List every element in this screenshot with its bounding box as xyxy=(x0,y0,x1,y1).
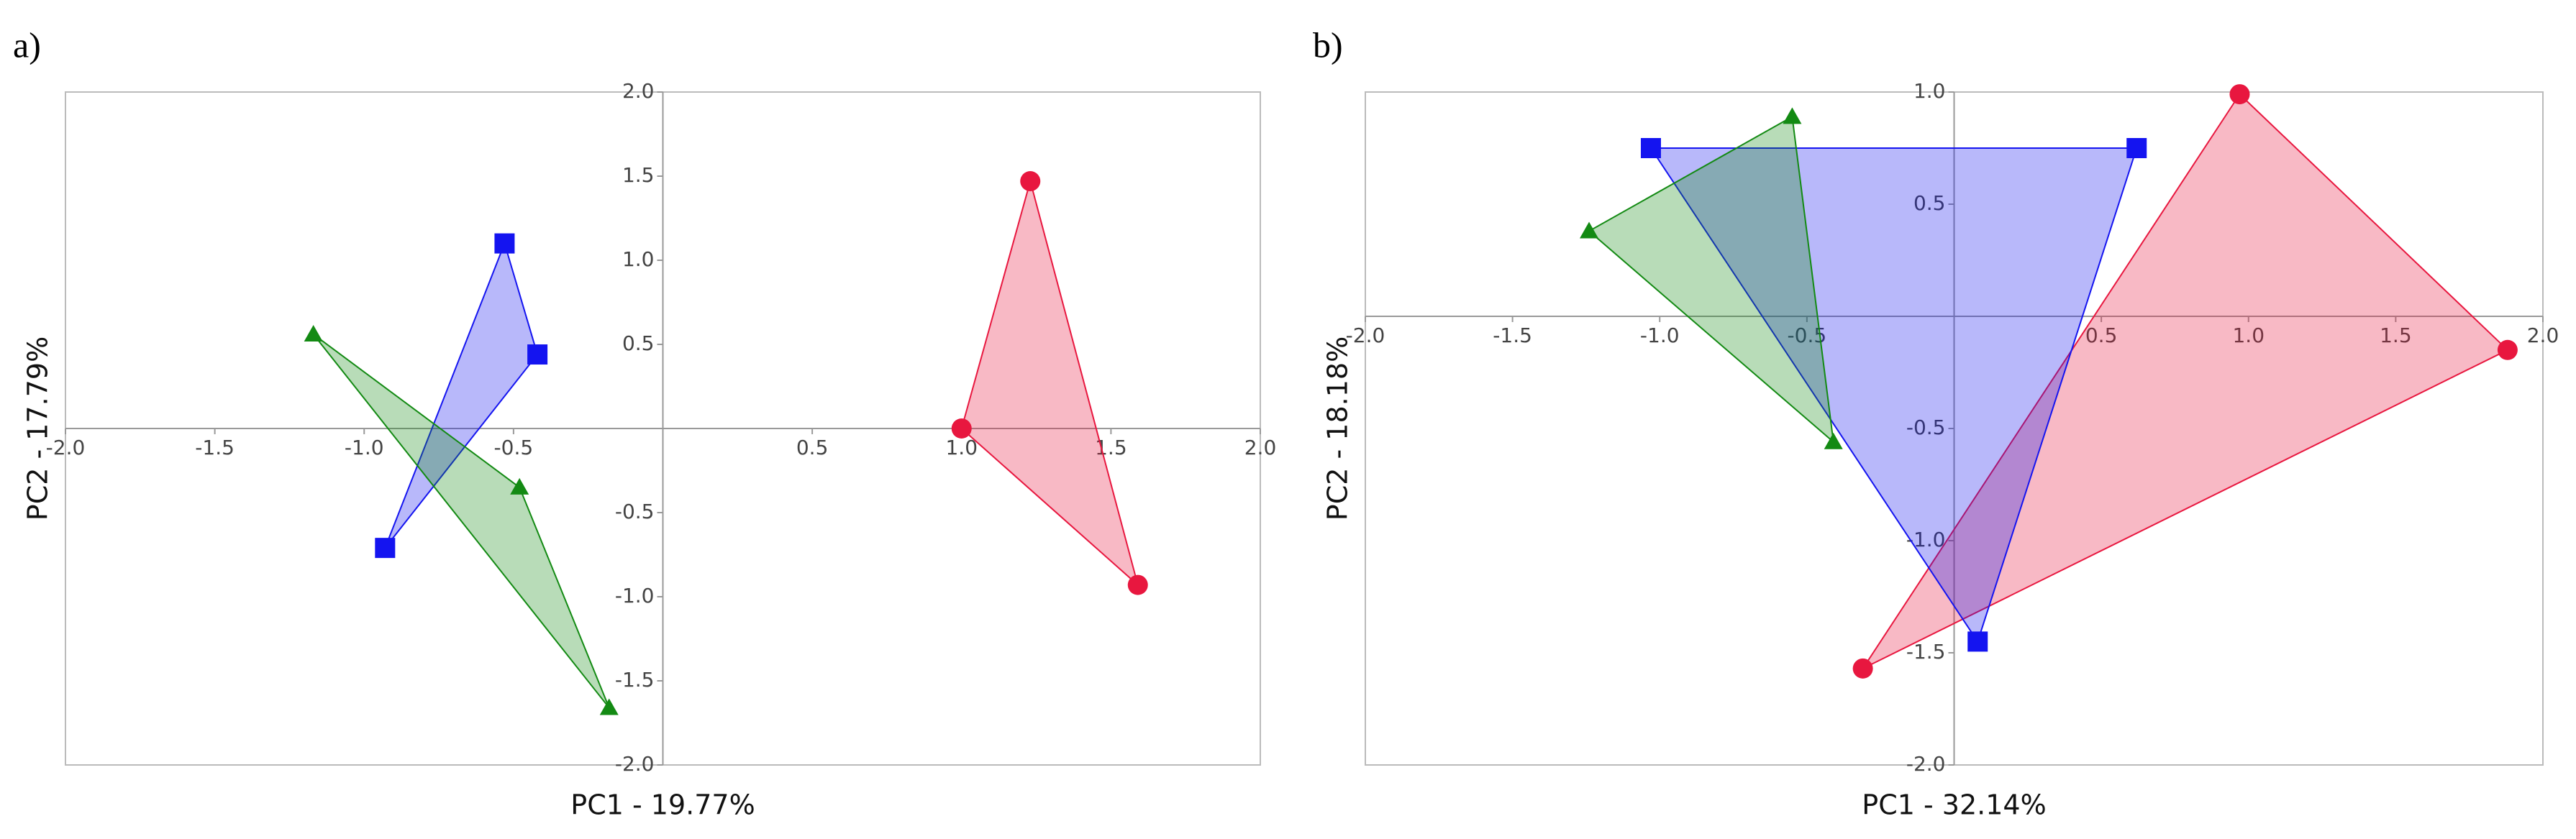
x-tick-label: -1.5 xyxy=(195,436,235,459)
y-tick-label: -2.0 xyxy=(1906,752,1946,776)
point xyxy=(510,477,529,495)
x-tick-label: 1.5 xyxy=(2380,324,2412,347)
y-tick-label: 2.0 xyxy=(622,79,655,103)
y-tick-label: 1.0 xyxy=(1913,79,1946,103)
x-tick-label: -1.5 xyxy=(1493,324,1532,347)
y-tick-label: 1.0 xyxy=(622,247,655,271)
hull xyxy=(1860,93,2509,671)
x-tick-label: -2.0 xyxy=(46,436,86,459)
y-tick-label: -2.0 xyxy=(615,752,655,776)
hull xyxy=(1588,115,1835,444)
y-axis-title: PC2 - 18.18% xyxy=(1322,336,1354,521)
y-tick-label: -1.5 xyxy=(615,668,655,692)
hull xyxy=(1649,147,2138,643)
x-tick-label: -2.0 xyxy=(1346,324,1385,347)
panel-label: b) xyxy=(1313,24,1343,65)
x-tick-label: -0.5 xyxy=(494,436,534,459)
hull xyxy=(312,334,610,709)
point xyxy=(1640,138,1661,158)
x-axis-title: PC1 - 19.77% xyxy=(570,789,755,821)
y-tick-label: 0.5 xyxy=(1913,191,1946,215)
point xyxy=(2229,84,2250,105)
x-tick-label: 1.0 xyxy=(2232,324,2265,347)
x-tick-label: 2.0 xyxy=(2527,324,2559,347)
point xyxy=(1824,432,1843,449)
point xyxy=(1783,107,1802,124)
x-tick-label: -1.0 xyxy=(345,436,384,459)
point xyxy=(527,344,548,365)
point xyxy=(494,233,515,254)
point xyxy=(1852,658,1873,679)
y-tick-label: -0.5 xyxy=(1906,416,1946,439)
y-tick-label: -0.5 xyxy=(615,500,655,523)
panel-label: a) xyxy=(13,24,41,65)
x-tick-label: 1.5 xyxy=(1095,436,1127,459)
y-axis-title: PC2 - 17.79% xyxy=(22,336,54,521)
y-tick-label: 0.5 xyxy=(622,331,655,355)
x-tick-label: 0.5 xyxy=(796,436,829,459)
point xyxy=(1127,574,1148,595)
point xyxy=(1020,171,1041,192)
point xyxy=(951,418,972,439)
x-tick-label: 2.0 xyxy=(1244,436,1277,459)
y-tick-label: -1.0 xyxy=(1906,528,1946,551)
point xyxy=(599,698,619,715)
x-tick-label: 0.5 xyxy=(2085,324,2118,347)
point xyxy=(304,324,323,341)
y-tick-label: 1.5 xyxy=(622,163,655,187)
x-tick-label: 1.0 xyxy=(945,436,978,459)
point xyxy=(375,538,396,559)
x-axis-title: PC1 - 32.14% xyxy=(1862,789,2046,821)
point xyxy=(1967,631,1988,652)
point xyxy=(1580,221,1599,239)
x-tick-label: -1.0 xyxy=(1640,324,1680,347)
y-tick-label: -1.0 xyxy=(615,584,655,608)
point xyxy=(2497,339,2518,360)
hull xyxy=(960,178,1139,587)
point xyxy=(2126,138,2147,158)
